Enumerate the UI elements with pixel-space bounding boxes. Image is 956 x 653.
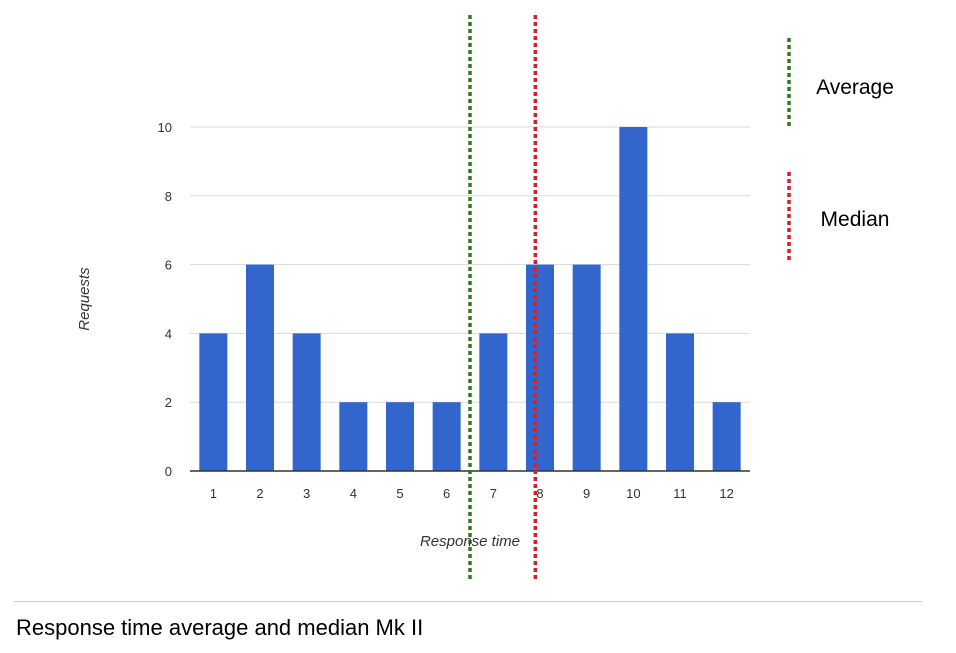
x-tick-label: 7 [490,486,497,501]
bar [712,402,741,471]
bar [479,333,508,471]
bar [572,264,601,471]
bars [199,127,741,471]
legend: Average Median [787,38,894,262]
x-tick-label: 9 [583,486,590,501]
caption-divider [14,601,922,602]
x-tick-label: 10 [626,486,640,501]
legend-label: Average [816,76,894,99]
x-tick-labels: 1 2 3 4 5 6 7 8 9 10 11 12 [210,486,734,501]
bar [199,333,228,471]
x-tick-label: 8 [536,486,543,501]
bar [432,402,461,471]
bar [386,402,414,471]
bar [619,127,648,471]
y-axis-label: Requests [76,267,93,331]
bar [339,402,368,471]
x-tick-label: 4 [350,486,357,501]
x-tick-label: 12 [719,486,733,501]
x-tick-label: 11 [673,486,687,501]
x-tick-label: 2 [256,486,263,501]
y-tick-label: 8 [165,189,172,204]
figure-caption: Response time average and median Mk II [16,615,424,640]
legend-label: Median [821,208,890,231]
y-tick-label: 6 [165,258,172,273]
y-tick-label: 0 [165,464,172,479]
y-tick-label: 10 [158,120,172,135]
bar [292,333,321,471]
x-tick-label: 3 [303,486,310,501]
x-tick-label: 1 [210,486,217,501]
x-tick-label: 6 [443,486,450,501]
bar [246,264,274,471]
y-tick-label: 2 [165,395,172,410]
y-tick-labels: 0 2 4 6 8 10 [158,120,172,479]
y-tick-label: 4 [165,326,172,341]
bar [666,333,694,471]
reference-lines [468,15,538,580]
x-axis-label: Response time [420,533,520,550]
x-tick-label: 5 [396,486,403,501]
bar [526,264,554,471]
